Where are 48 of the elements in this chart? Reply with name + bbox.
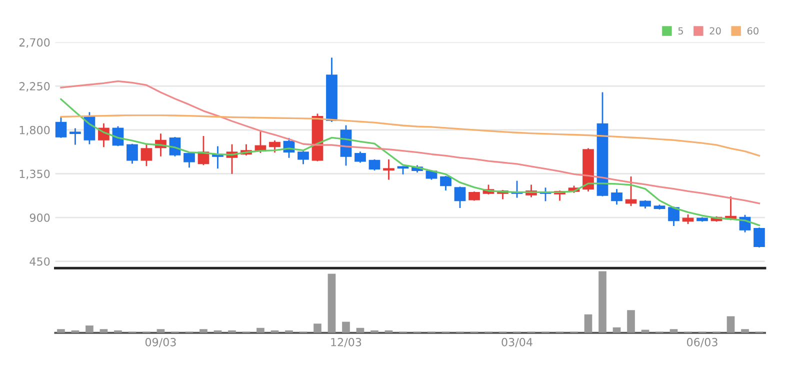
- y-tick-label: 900: [30, 214, 50, 222]
- legend-label: 60: [747, 27, 758, 35]
- bar: [328, 274, 336, 333]
- candlestick: [668, 206, 680, 226]
- candlestick: [368, 159, 380, 171]
- bar: [100, 329, 108, 333]
- bar: [156, 329, 165, 333]
- bar: [57, 329, 65, 333]
- x-tick-label: 03/04: [502, 338, 532, 348]
- candlestick: [440, 176, 452, 190]
- bar: [726, 316, 735, 333]
- candlestick: [625, 176, 637, 206]
- candlestick: [184, 152, 195, 168]
- candlestick: [354, 152, 366, 163]
- bar: [342, 322, 350, 333]
- x-tick-label: 12/03: [331, 338, 362, 348]
- y-tick-label: 450: [30, 257, 50, 266]
- line-series: [60, 98, 760, 226]
- candlestick: [212, 146, 224, 169]
- line-series: [60, 80, 760, 204]
- bar: [256, 328, 264, 333]
- candlestick: [55, 117, 67, 138]
- bar: [584, 314, 592, 333]
- candlestick: [754, 228, 765, 248]
- y-tick-label: 1,350: [20, 170, 50, 180]
- candlestick: [611, 189, 622, 205]
- bar: [741, 329, 749, 333]
- candlestick: [383, 159, 394, 180]
- y-tick-label: 1,800: [20, 126, 50, 136]
- legend-label: 5: [678, 27, 683, 35]
- x-tick-label: 09/03: [145, 338, 176, 348]
- x-tick-label: 06/03: [686, 338, 718, 348]
- candlestick: [454, 186, 466, 208]
- line-series: [60, 114, 760, 157]
- bar: [670, 329, 678, 333]
- y-tick-label: 2,250: [19, 82, 50, 92]
- candlestick: [140, 144, 152, 166]
- bar: [86, 325, 94, 333]
- bar: [314, 324, 322, 333]
- candlestick: [298, 151, 309, 164]
- candlestick: [269, 140, 280, 152]
- bar: [200, 329, 208, 333]
- candlestick: [70, 128, 81, 145]
- bar: [598, 271, 606, 333]
- candlestick: [126, 144, 138, 164]
- bar: [627, 310, 635, 333]
- legend-label: 20: [710, 27, 721, 35]
- y-tick-label: 2,700: [19, 38, 50, 48]
